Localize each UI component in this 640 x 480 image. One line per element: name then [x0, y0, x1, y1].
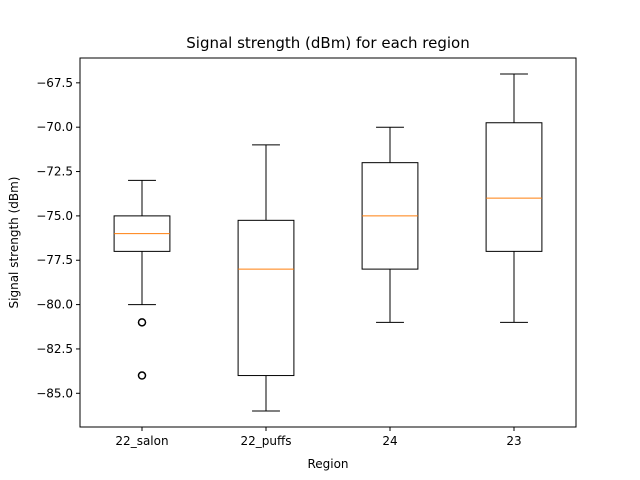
y-axis-label: Signal strength (dBm)	[7, 177, 21, 309]
y-tick-label: −85.0	[36, 386, 73, 400]
y-tick-label: −82.5	[36, 342, 73, 356]
y-tick-label: −67.5	[36, 76, 73, 90]
x-axis-label: Region	[307, 457, 348, 471]
outlier-point	[137, 318, 147, 327]
y-tick-label: −80.0	[36, 298, 73, 312]
chart-title: Signal strength (dBm) for each region	[186, 34, 469, 52]
plot-area: −85.0 −82.5 −80.0 −77.5 −75.0 −72.5 −70.0 −67.5…	[36, 73, 543, 448]
axes-frame	[79, 57, 577, 428]
x-tick-label: 22_salon	[115, 434, 168, 448]
outlier-point	[137, 371, 147, 380]
x-tick-label: 22_puffs	[240, 434, 291, 448]
y-tick-label: −70.0	[36, 120, 73, 134]
x-tick-label: 23	[506, 434, 521, 448]
y-tick-label: −72.5	[36, 165, 73, 179]
iqr-box	[237, 219, 295, 377]
y-tick-label: −77.5	[36, 253, 73, 267]
iqr-box	[485, 122, 543, 252]
x-tick-label: 24	[382, 434, 397, 448]
y-tick-label: −75.0	[36, 209, 73, 223]
